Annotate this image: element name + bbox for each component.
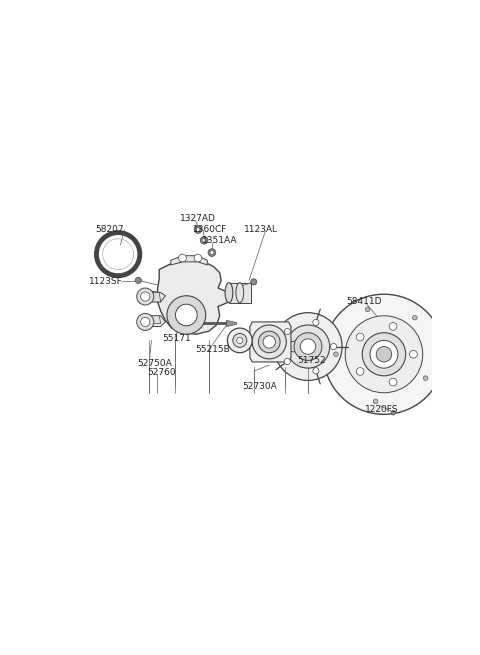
Text: 52750A: 52750A <box>137 359 172 368</box>
Polygon shape <box>144 291 166 302</box>
Circle shape <box>228 328 252 353</box>
Circle shape <box>194 254 202 262</box>
Text: 1360CF: 1360CF <box>192 225 227 234</box>
Circle shape <box>194 226 202 233</box>
Ellipse shape <box>236 283 244 303</box>
Circle shape <box>334 352 338 356</box>
Circle shape <box>263 336 276 348</box>
Circle shape <box>389 378 397 386</box>
Text: 52760: 52760 <box>147 368 175 377</box>
Circle shape <box>208 249 216 257</box>
Text: 1220FS: 1220FS <box>365 405 398 414</box>
Circle shape <box>135 277 142 284</box>
Circle shape <box>423 376 428 381</box>
Circle shape <box>324 294 444 415</box>
Circle shape <box>233 333 247 347</box>
Polygon shape <box>227 320 237 327</box>
Circle shape <box>141 292 150 301</box>
Circle shape <box>345 316 423 393</box>
Text: 55171: 55171 <box>162 334 191 343</box>
Polygon shape <box>157 260 232 334</box>
Polygon shape <box>171 255 207 265</box>
Circle shape <box>258 331 280 353</box>
Circle shape <box>202 238 206 242</box>
Circle shape <box>365 307 370 312</box>
Ellipse shape <box>225 283 233 303</box>
Text: 1123AL: 1123AL <box>244 225 277 234</box>
Circle shape <box>300 339 316 354</box>
Text: 1327AD: 1327AD <box>180 214 216 223</box>
Circle shape <box>176 304 197 326</box>
Text: 51752: 51752 <box>297 356 326 365</box>
Circle shape <box>141 317 150 327</box>
Polygon shape <box>278 341 304 353</box>
Polygon shape <box>148 293 161 302</box>
Circle shape <box>362 333 406 376</box>
Circle shape <box>286 325 330 368</box>
Circle shape <box>313 320 319 326</box>
Text: 1351AA: 1351AA <box>202 236 237 245</box>
Circle shape <box>412 315 417 320</box>
Text: 1123SF: 1123SF <box>89 276 123 286</box>
Ellipse shape <box>441 294 451 415</box>
Polygon shape <box>148 316 161 324</box>
Circle shape <box>167 296 206 334</box>
Circle shape <box>370 341 398 368</box>
Circle shape <box>313 367 319 374</box>
Circle shape <box>252 325 286 359</box>
Polygon shape <box>250 322 291 362</box>
Circle shape <box>179 254 186 262</box>
Polygon shape <box>144 316 166 327</box>
Text: 52730A: 52730A <box>242 382 277 391</box>
Circle shape <box>284 358 290 365</box>
Circle shape <box>356 367 364 375</box>
Circle shape <box>251 279 257 285</box>
Circle shape <box>294 333 322 360</box>
Circle shape <box>391 411 396 415</box>
Text: 55215B: 55215B <box>196 345 230 354</box>
Text: 58207: 58207 <box>95 225 123 234</box>
Circle shape <box>376 346 392 362</box>
Bar <box>229 283 251 303</box>
Circle shape <box>356 333 364 341</box>
Circle shape <box>210 251 214 255</box>
Circle shape <box>389 322 397 330</box>
Circle shape <box>137 288 154 305</box>
Circle shape <box>196 227 200 231</box>
Text: 58411D: 58411D <box>347 297 382 307</box>
Circle shape <box>137 314 154 330</box>
Circle shape <box>284 329 290 335</box>
Circle shape <box>330 343 336 350</box>
Circle shape <box>274 312 342 381</box>
Circle shape <box>373 399 378 403</box>
Circle shape <box>237 337 243 343</box>
Circle shape <box>409 350 417 358</box>
Circle shape <box>200 236 208 244</box>
